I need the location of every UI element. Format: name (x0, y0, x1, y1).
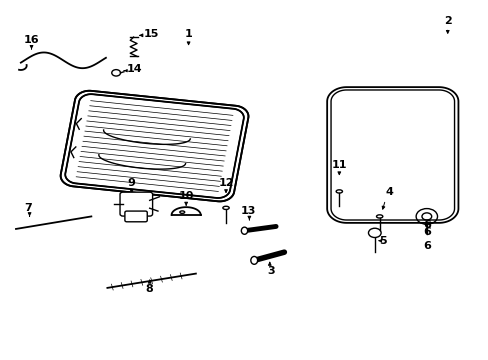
Text: 14: 14 (126, 64, 142, 74)
Text: 8: 8 (145, 284, 153, 294)
Text: 11: 11 (331, 160, 346, 170)
Text: 6: 6 (422, 220, 430, 230)
Text: 3: 3 (267, 266, 274, 276)
Polygon shape (326, 87, 458, 223)
FancyBboxPatch shape (124, 211, 147, 222)
Text: 10: 10 (178, 192, 193, 202)
Text: 6: 6 (422, 241, 430, 251)
Text: 16: 16 (24, 35, 39, 45)
Text: 4: 4 (385, 187, 392, 197)
Polygon shape (61, 91, 248, 201)
Ellipse shape (335, 190, 342, 193)
Ellipse shape (223, 206, 229, 210)
Text: 5: 5 (379, 236, 386, 246)
Text: 13: 13 (240, 206, 256, 216)
FancyBboxPatch shape (120, 192, 152, 216)
Ellipse shape (376, 215, 382, 218)
Text: 9: 9 (127, 178, 135, 188)
Text: 2: 2 (443, 17, 451, 26)
Text: 6: 6 (422, 227, 430, 237)
Text: 1: 1 (184, 29, 192, 39)
Polygon shape (65, 94, 244, 198)
Ellipse shape (180, 211, 184, 213)
Ellipse shape (250, 256, 257, 264)
Text: 12: 12 (218, 178, 233, 188)
Text: 7: 7 (24, 203, 32, 213)
Ellipse shape (241, 227, 247, 234)
Text: 15: 15 (143, 28, 159, 39)
